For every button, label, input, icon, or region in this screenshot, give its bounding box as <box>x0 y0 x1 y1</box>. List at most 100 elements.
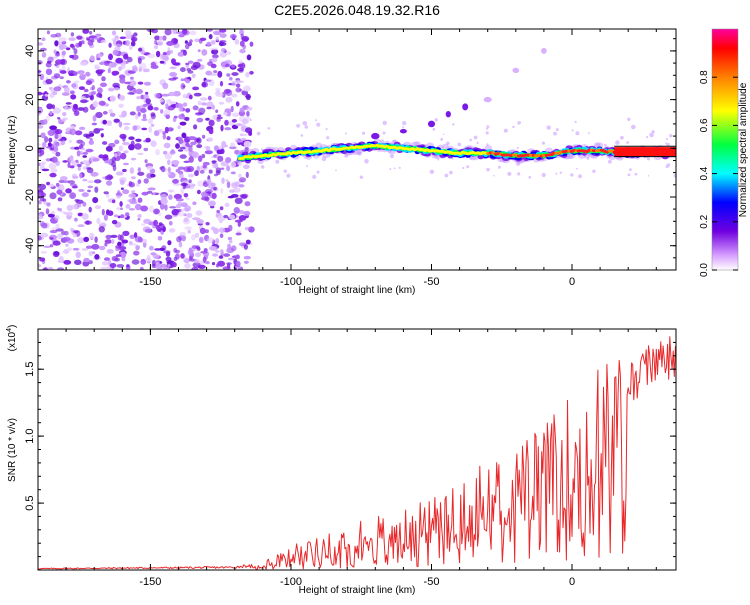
noise-blob <box>154 248 162 251</box>
noise-blob <box>128 80 137 87</box>
noise-blob <box>148 118 153 125</box>
faint-point <box>398 166 401 169</box>
noise-blob <box>197 264 206 269</box>
noise-blob <box>245 239 251 245</box>
noise-blob <box>142 68 150 73</box>
noise-blob <box>54 129 63 135</box>
noise-blob <box>159 247 166 251</box>
noise-blob <box>243 210 251 216</box>
noise-blob <box>123 53 129 60</box>
noise-blob <box>62 236 71 242</box>
noise-blob <box>226 73 231 77</box>
noise-blob <box>150 123 155 127</box>
noise-blob <box>100 266 109 270</box>
noise-blob <box>57 208 63 212</box>
x-tick-label: 0 <box>569 576 575 588</box>
noise-blob <box>54 215 60 221</box>
faint-point <box>344 153 349 158</box>
noise-blob <box>88 206 92 213</box>
noise-blob <box>245 171 249 179</box>
faint-point <box>673 173 676 178</box>
signal-tail <box>614 147 676 157</box>
faint-point <box>389 168 392 171</box>
faint-point <box>316 122 321 127</box>
noise-blob <box>43 119 48 125</box>
noise-blob <box>192 86 200 91</box>
noise-blob <box>137 171 145 176</box>
noise-blob <box>167 172 171 176</box>
noise-blob <box>235 123 242 127</box>
noise-blob <box>78 41 82 47</box>
noise-blob <box>166 40 175 46</box>
noise-blob <box>180 187 185 195</box>
faint-point <box>359 175 364 179</box>
noise-blob <box>179 154 187 159</box>
branch-point <box>462 103 469 111</box>
noise-blob <box>145 98 151 104</box>
x-tick-label: -150 <box>139 576 161 588</box>
noise-blob <box>151 259 156 267</box>
noise-blob <box>153 208 160 215</box>
noise-blob <box>193 124 198 130</box>
x-tick-label: -100 <box>280 576 302 588</box>
noise-blob <box>41 141 47 148</box>
noise-blob <box>194 232 200 238</box>
faint-point <box>325 128 328 131</box>
noise-blob <box>155 148 160 156</box>
noise-blob <box>92 115 97 122</box>
noise-blob <box>212 253 219 257</box>
noise-blob <box>74 217 78 222</box>
noise-blob <box>83 257 90 263</box>
noise-blob <box>211 57 218 63</box>
spectrogram-ylabel: Frequency (Hz) <box>7 116 18 185</box>
noise-blob <box>128 193 136 199</box>
noise-blob <box>72 185 79 189</box>
noise-blob <box>192 105 199 111</box>
noise-blob <box>109 263 117 268</box>
noise-blob <box>224 202 230 207</box>
noise-blob <box>138 62 147 70</box>
faint-point <box>429 169 435 174</box>
noise-blob <box>89 95 93 100</box>
noise-blob <box>79 173 83 179</box>
faint-point <box>615 140 620 145</box>
noise-blob <box>62 160 68 163</box>
noise-blob <box>215 87 221 93</box>
noise-blob <box>72 175 79 179</box>
noise-blob <box>133 232 138 238</box>
noise-blob <box>69 43 75 48</box>
noise-blob <box>173 38 178 44</box>
faint-point <box>449 170 453 175</box>
faint-point <box>473 135 478 140</box>
noise-blob <box>51 210 56 215</box>
noise-blob <box>52 107 62 114</box>
noise-blob <box>242 118 249 125</box>
faint-point <box>476 141 479 145</box>
noise-blob <box>244 146 250 154</box>
noise-blob <box>189 39 193 43</box>
noise-blob <box>115 57 123 64</box>
noise-blob <box>218 101 225 105</box>
faint-point <box>571 129 574 132</box>
snr-plot-area <box>38 336 676 570</box>
noise-blob <box>146 165 153 170</box>
noise-blob <box>193 259 200 264</box>
noise-blob <box>82 166 88 170</box>
noise-blob <box>125 212 130 217</box>
faint-point <box>326 136 330 140</box>
noise-blob <box>38 42 44 46</box>
faint-point <box>260 165 265 169</box>
noise-blob <box>229 189 235 193</box>
noise-blob <box>139 104 146 110</box>
faint-point <box>574 120 577 123</box>
noise-blob <box>135 113 139 120</box>
noise-blob <box>65 243 69 247</box>
noise-blob <box>142 113 147 120</box>
noise-blob <box>92 100 99 108</box>
faint-point <box>497 165 501 169</box>
noise-blob <box>102 141 108 145</box>
noise-blob <box>55 182 60 187</box>
faint-point <box>452 123 455 126</box>
noise-blob <box>88 260 93 265</box>
noise-blob <box>48 162 57 170</box>
